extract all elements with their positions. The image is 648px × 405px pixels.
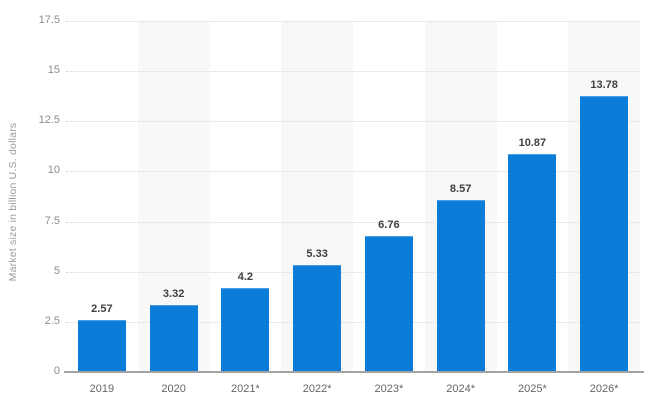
gridline (66, 321, 640, 323)
bar-value-label: 4.2 (237, 270, 254, 283)
bar-2020[interactable] (149, 305, 198, 372)
y-tick-label: 12.5 (38, 114, 60, 127)
y-tick-label: 17.5 (38, 14, 60, 26)
bar-value-label: 13.78 (590, 78, 618, 91)
gridline (66, 171, 640, 173)
bar-2021*[interactable] (221, 287, 270, 372)
bar-value-label: 6.76 (378, 219, 400, 232)
x-tick-label-2020: 2020 (161, 383, 186, 395)
bar-value-label: 10.87 (518, 136, 547, 149)
bar-2022*[interactable] (293, 265, 342, 372)
x-axis-line (64, 371, 644, 373)
bar-value-label: 3.32 (162, 288, 185, 301)
y-tick-label: 7.5 (44, 214, 60, 227)
bar-2025*[interactable] (508, 153, 557, 372)
x-tick-label-2021*: 2021* (230, 383, 260, 395)
gridline (66, 121, 640, 123)
y-axis-title: Market size in billion U.S. dollars (7, 122, 19, 282)
y-tick-label: 15 (47, 64, 60, 77)
y-tick-label: 0 (53, 365, 60, 377)
bar-2019[interactable] (77, 320, 126, 372)
bar-2024*[interactable] (436, 200, 485, 372)
gridline (66, 71, 640, 73)
x-tick-label-2026*: 2026* (589, 383, 619, 395)
bar-2026*[interactable] (580, 95, 629, 372)
x-tick-label-2023*: 2023* (374, 383, 404, 395)
x-tick-label-2024*: 2024* (446, 383, 475, 395)
x-tick-label-2022*: 2022* (302, 383, 332, 395)
gridline (66, 271, 640, 273)
bar-value-label: 5.33 (306, 248, 328, 261)
gridline (66, 21, 640, 22)
bar-2023*[interactable] (364, 236, 413, 372)
x-tick-label-2019: 2019 (89, 383, 115, 395)
y-tick-label: 2.5 (44, 314, 60, 327)
y-tick-label: 5 (53, 264, 60, 277)
gridline (66, 221, 640, 223)
bar-value-label: 2.57 (91, 303, 113, 316)
x-tick-label-2025*: 2025* (517, 383, 547, 395)
plot-area: 2.57 3.32 4.2 5.33 6.76 8.57 10.87 13.78 (66, 21, 640, 372)
y-tick-label: 10 (47, 164, 60, 177)
bar-value-label: 8.57 (449, 183, 472, 196)
